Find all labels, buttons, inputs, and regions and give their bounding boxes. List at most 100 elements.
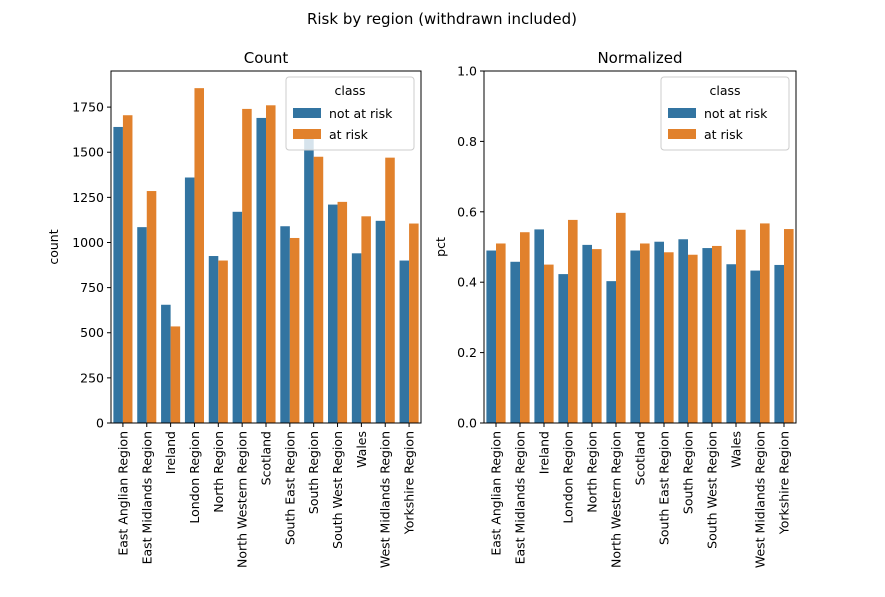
bar-not-at-risk-5 [209,256,219,423]
y-tick-label: 0.6 [457,204,477,219]
bar-at-risk-3 [544,265,554,423]
bar-at-risk-11 [361,216,371,423]
bar-at-risk-6 [242,109,252,423]
bar-at-risk-6 [616,213,626,423]
bar-not-at-risk-2 [510,262,520,423]
bar-not-at-risk-10 [702,248,712,423]
x-tick-label: South West Region [330,431,345,549]
x-tick-label: West Midlands Region [378,431,393,568]
y-axis-label: pct [433,237,448,257]
bar-at-risk-1 [123,115,133,423]
x-tick-label: East Anglian Region [115,431,130,556]
bar-not-at-risk-12 [376,221,386,423]
bar-at-risk-8 [664,252,674,423]
bar-at-risk-12 [760,223,770,423]
bar-at-risk-11 [736,230,746,423]
bar-not-at-risk-1 [113,127,123,423]
x-tick-label: Yorkshire Region [777,431,792,535]
legend: class not at risk at risk [286,77,414,150]
bar-at-risk-7 [640,243,650,423]
x-tick-label: Ireland [537,431,552,474]
x-tick-label: Scotland [633,431,648,485]
bar-at-risk-1 [496,243,506,423]
axes-title: Count [244,49,289,67]
legend-label-not-at-risk: not at risk [704,106,768,121]
x-tick-label: North Western Region [609,431,624,568]
bar-not-at-risk-13 [400,261,410,423]
legend-title: class [334,83,365,98]
bar-at-risk-13 [409,224,419,423]
bar-at-risk-5 [218,261,228,423]
x-tick-label: South East Region [282,431,297,545]
x-tick-label: East Midlands Region [139,431,154,564]
chart-panel-1: 0 250 500 750 1000 1250 1500 1750 East Anglian R… [46,49,421,568]
y-tick-label: 1500 [72,145,104,160]
x-tick-label: East Midlands Region [513,431,528,564]
bar-not-at-risk-3 [534,229,544,423]
bar-at-risk-13 [784,229,794,423]
y-tick-label: 1750 [72,100,104,115]
x-tick-label: South East Region [657,431,672,545]
x-tick-label: South Region [306,431,321,514]
y-tick-label: 1250 [72,190,104,205]
legend-label-not-at-risk: not at risk [329,106,393,121]
x-tick-label: East Anglian Region [489,431,504,556]
y-tick-label: 0.8 [457,134,477,149]
x-tick-label: North Western Region [235,431,250,568]
y-tick-label: 0.2 [457,345,477,360]
bar-at-risk-9 [688,255,698,423]
bar-at-risk-5 [592,249,602,423]
y-tick-label: 1000 [72,235,104,250]
bar-at-risk-8 [290,238,300,423]
y-tick-label: 1.0 [457,64,477,79]
bar-at-risk-10 [338,202,348,423]
y-tick-label: 750 [80,280,104,295]
legend-swatch-not-at-risk [668,108,696,118]
figure-suptitle: Risk by region (withdrawn included) [307,10,577,28]
y-tick-label: 0.0 [457,416,477,431]
legend-title: class [709,83,740,98]
x-tick-label: London Region [561,431,576,524]
bar-at-risk-12 [385,158,395,423]
bar-at-risk-4 [568,220,578,423]
x-tick-label: Wales [354,431,369,468]
bar-not-at-risk-5 [582,245,592,423]
chart-panel-2: 0.0 0.2 0.4 0.6 0.8 1.0 East Anglian Region Eas… [433,49,796,568]
bar-not-at-risk-6 [606,281,616,423]
bar-not-at-risk-11 [352,253,362,423]
y-tick-label: 0.4 [457,275,477,290]
legend-swatch-at-risk [293,129,321,139]
bar-not-at-risk-6 [233,212,243,423]
y-tick-label: 0 [96,416,104,431]
bar-at-risk-10 [712,246,722,423]
x-tick-label: West Midlands Region [753,431,768,568]
bar-not-at-risk-2 [137,227,147,423]
bar-not-at-risk-4 [185,178,195,423]
bar-not-at-risk-3 [161,305,171,423]
bar-at-risk-4 [194,88,204,423]
legend-swatch-at-risk [668,129,696,139]
axes-title: Normalized [597,49,682,67]
x-tick-label: North Region [211,431,226,513]
bar-not-at-risk-10 [328,205,338,423]
x-tick-label: North Region [585,431,600,513]
bar-not-at-risk-7 [256,118,266,423]
bar-not-at-risk-9 [678,239,688,423]
y-tick-label: 500 [80,325,104,340]
legend: class not at risk at risk [661,77,789,150]
x-tick-label: Ireland [163,431,178,474]
bar-not-at-risk-13 [774,265,784,423]
x-tick-label: Yorkshire Region [402,431,417,535]
bar-at-risk-2 [147,191,157,423]
bar-not-at-risk-4 [558,274,568,423]
y-axis-label: count [46,229,61,264]
bar-at-risk-7 [266,105,276,423]
bar-at-risk-2 [520,232,530,423]
bar-at-risk-9 [314,157,324,423]
legend-label-at-risk: at risk [704,127,744,142]
bar-not-at-risk-8 [280,226,290,423]
bar-not-at-risk-7 [630,251,640,423]
x-tick-label: South Region [681,431,696,514]
